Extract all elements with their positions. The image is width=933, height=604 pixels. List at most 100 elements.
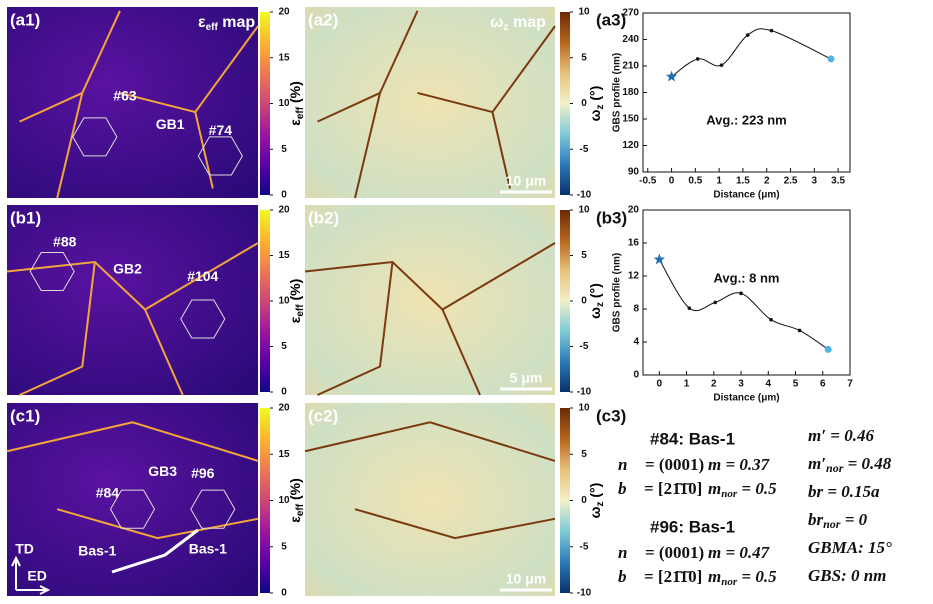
- colorbar-tick-label: 10: [578, 403, 590, 414]
- colorbar-tick-label: 20: [278, 7, 290, 18]
- colorbar: [560, 12, 570, 195]
- start-marker: [653, 253, 666, 265]
- y-tick-label: 180: [622, 87, 639, 98]
- x-tick-label: 0: [669, 176, 675, 187]
- y-tick-label: 12: [628, 271, 640, 282]
- colorbar-tick-label: -5: [580, 541, 589, 552]
- colorbar-label-tail: (%): [287, 81, 303, 107]
- point-marker: [739, 291, 743, 296]
- rotation-map: [305, 7, 555, 198]
- x-tick-label: 7: [847, 379, 853, 390]
- point-marker: [713, 300, 717, 305]
- colorbar-tick-label: 10: [278, 495, 290, 506]
- colorbar-label: εeff (%): [287, 478, 306, 523]
- grain-boundary: [19, 261, 96, 396]
- colorbar-tick-label: 5: [581, 52, 587, 63]
- end-marker: [827, 55, 835, 63]
- point-marker: [797, 328, 802, 333]
- x-tick-label: 5: [793, 379, 799, 390]
- colorbar-tick-label: 0: [581, 495, 587, 506]
- y-tick-label: 240: [622, 34, 639, 45]
- map-annotation: ED: [27, 567, 46, 583]
- map-annotation: Bas-1: [189, 540, 227, 556]
- colorbar-label-sub: z: [595, 104, 606, 109]
- gb-parameter: br = 0.15a: [808, 482, 880, 501]
- colorbar-label-main: ω: [587, 109, 603, 121]
- map-title-sub: eff: [206, 22, 219, 33]
- colorbar-label-main: ε: [287, 516, 303, 523]
- colorbar-tick-label: -10: [577, 387, 592, 398]
- colorbar-tick-label: 0: [281, 588, 287, 599]
- colorbar: [560, 408, 570, 593]
- vector-symbol: b⃗: [618, 479, 640, 498]
- grain-boundary: [304, 421, 556, 462]
- point-marker: [745, 33, 750, 37]
- colorbar-label-sub: eff: [295, 106, 306, 119]
- colorbar-label: ωz (°): [587, 283, 606, 319]
- y-tick-label: 0: [633, 370, 639, 381]
- gb-parameter-main: GBS: 0 nm: [808, 566, 886, 585]
- map-annotation: #84: [96, 484, 120, 500]
- colorbar-tick-label: 20: [278, 403, 290, 414]
- colorbar-label-tail: (%): [287, 279, 303, 305]
- colorbar-tick-label: -10: [577, 190, 592, 201]
- burgers-vector: b⃗ = [21̄1̄0]: [618, 479, 702, 498]
- x-tick-label: 0: [657, 379, 663, 390]
- colorbar-label-main: ω: [587, 307, 603, 319]
- vector-symbol: b⃗: [618, 567, 640, 586]
- profile-line: [671, 28, 832, 78]
- normal-vector: n⃗ = (0001): [618, 543, 704, 562]
- colorbar-tick-label: 0: [281, 190, 287, 201]
- colorbar-label-sub: eff: [295, 503, 306, 516]
- schmid-factor-nor-tail: = 0.5: [737, 479, 777, 498]
- slip-trace: [111, 528, 199, 574]
- gb-parameter-main: br: [808, 510, 824, 529]
- map-title-main: ε: [198, 14, 206, 31]
- colorbar-label-main: ε: [287, 316, 303, 323]
- unit-cell: [72, 117, 118, 157]
- colorbar-label: εeff (%): [287, 81, 306, 126]
- grain-boundary: [354, 508, 556, 540]
- grain-boundary: [317, 261, 394, 396]
- grain-boundary: [144, 309, 184, 396]
- colorbar-tick-label: 15: [278, 250, 290, 261]
- chart-annotation: Avg.: 223 nm: [706, 113, 786, 128]
- schmid-factor-nor-sub: nor: [721, 576, 738, 588]
- colorbar: [260, 210, 270, 392]
- gb-parameter: brnor = 0: [808, 510, 868, 531]
- panel-label: (b2): [308, 208, 339, 227]
- grain-boundary: [56, 508, 259, 540]
- chart-annotation: Avg.: 8 nm: [714, 271, 780, 286]
- x-tick-label: 2: [764, 176, 770, 187]
- colorbar: [260, 12, 270, 195]
- colorbar-tick-label: 5: [581, 250, 587, 261]
- schmid-factor: m = 0.37: [708, 455, 771, 474]
- x-tick-label: 4: [766, 379, 772, 390]
- scale-bar-label: 5 μm: [510, 370, 543, 386]
- y-tick-label: 8: [633, 304, 639, 315]
- colorbar-tick-label: 20: [278, 205, 290, 216]
- map-title-sub: z: [504, 22, 509, 33]
- vector-value: = (0001): [641, 543, 705, 562]
- normal-vector: n⃗ = (0001): [618, 455, 704, 474]
- map-annotation: #96: [191, 465, 215, 481]
- y-tick-label: 120: [622, 140, 639, 151]
- vector-value: = [21̄1̄0]: [640, 479, 703, 498]
- unit-cell: [197, 136, 243, 176]
- point-marker: [769, 317, 773, 322]
- scale-bar-label: 10 μm: [506, 571, 546, 587]
- gb-parameter-main: m′ = 0.46: [808, 426, 874, 445]
- colorbar-label: ωz (°): [587, 483, 606, 519]
- grain-boundary: [194, 25, 259, 113]
- schmid-factor-nor: mnor = 0.5: [708, 479, 777, 500]
- map-annotation: Bas-1: [78, 542, 116, 558]
- panel-label: (b1): [10, 208, 41, 227]
- map-annotation: #63: [113, 87, 137, 103]
- colorbar-label-main: ε: [287, 119, 303, 126]
- plot-frame: [642, 209, 851, 376]
- colorbar-tick-label: 0: [281, 387, 287, 398]
- x-tick-label: 3.5: [831, 176, 845, 187]
- grain-boundary: [354, 92, 381, 199]
- schmid-factor-nor-main: m: [708, 567, 721, 586]
- y-axis-label: GBS profile (nm): [612, 53, 623, 132]
